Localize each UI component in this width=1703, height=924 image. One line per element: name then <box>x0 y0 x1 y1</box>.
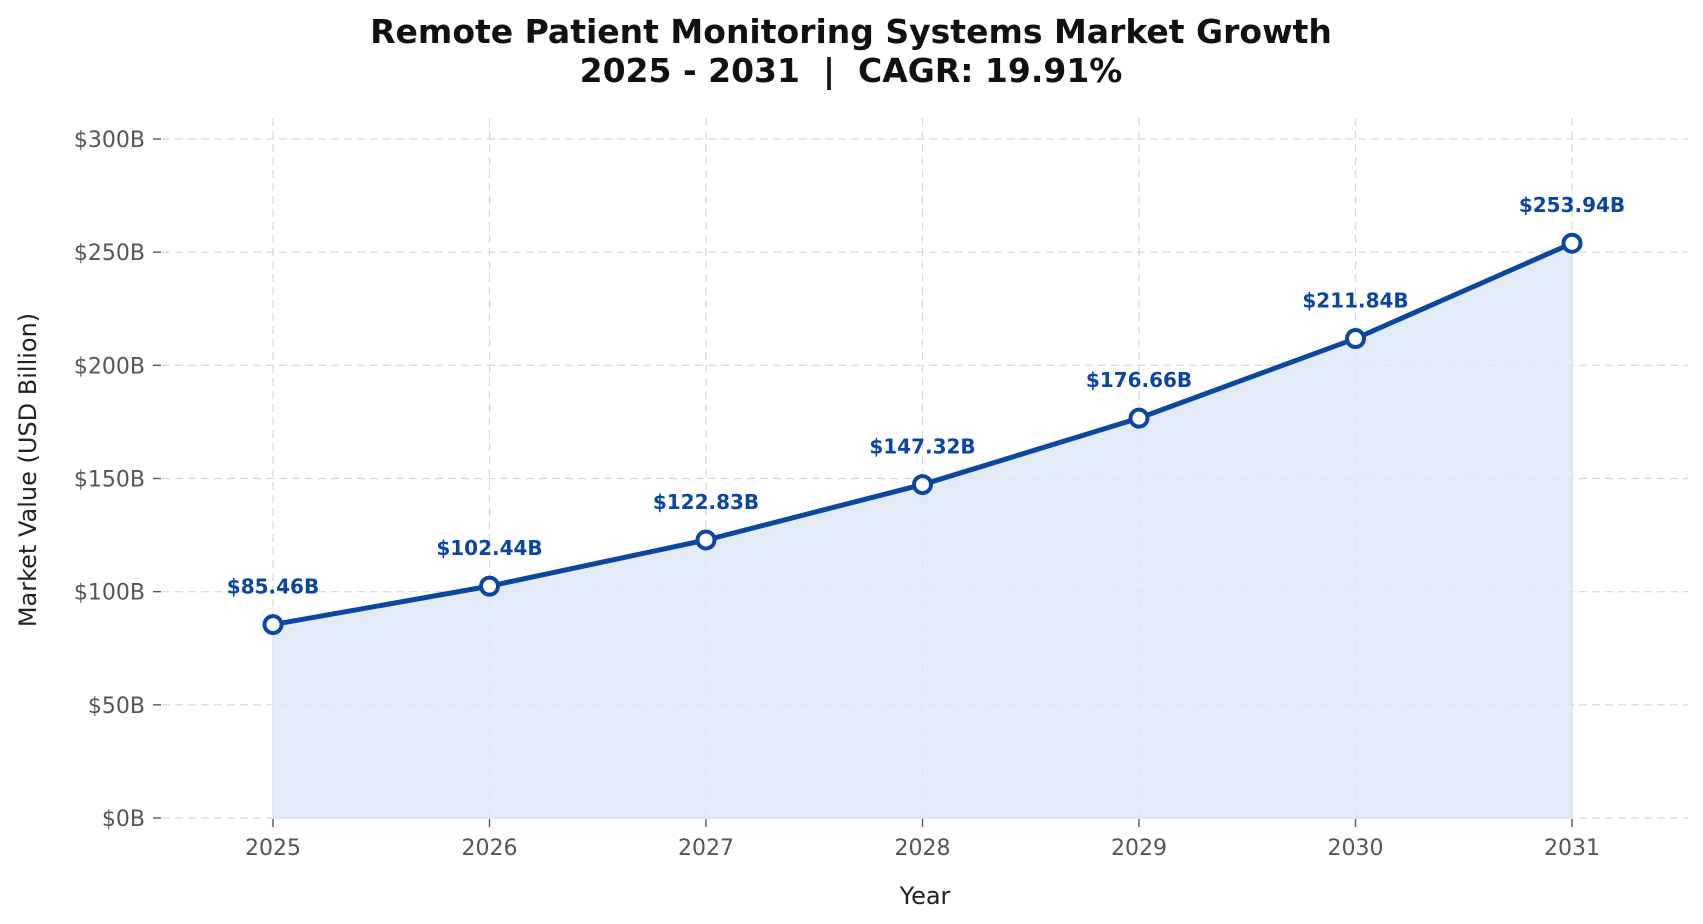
x-tick-label: 2028 <box>895 836 951 861</box>
data-label: $122.83B <box>653 490 759 514</box>
data-label: $211.84B <box>1302 289 1408 313</box>
data-point <box>1561 232 1583 254</box>
x-tick-label: 2025 <box>245 836 301 861</box>
data-point <box>912 474 933 496</box>
x-tick-label: 2029 <box>1111 836 1167 861</box>
y-tick-label: $200B <box>74 354 145 379</box>
data-points <box>262 232 1583 636</box>
y-tick-label: $0B <box>102 807 145 832</box>
x-axis: 2025 2026 2027 2028 2029 2030 2031 <box>245 819 1600 861</box>
chart-title: Remote Patient Monitoring Systems Market… <box>370 12 1332 51</box>
y-axis-label: Market Value (USD Billion) <box>14 313 42 627</box>
y-tick-label: $100B <box>74 581 145 606</box>
data-point <box>262 614 284 636</box>
x-tick-label: 2026 <box>462 836 518 861</box>
data-label: $85.46B <box>227 575 319 599</box>
chart-subtitle: 2025 - 2031 | CAGR: 19.91% <box>580 51 1123 90</box>
y-axis: $0B $50B $100B $150B $200B $250B $300B <box>74 128 161 832</box>
x-tick-label: 2031 <box>1544 836 1600 861</box>
data-label: $176.66B <box>1086 368 1192 392</box>
y-tick-label: $150B <box>74 468 145 493</box>
data-point <box>695 529 717 551</box>
y-tick-label: $250B <box>74 241 145 266</box>
x-tick-label: 2027 <box>678 836 734 861</box>
data-point <box>1128 407 1150 429</box>
data-label: $253.94B <box>1519 193 1625 217</box>
y-tick-label: $300B <box>74 128 145 153</box>
data-point <box>479 575 500 597</box>
data-label: $147.32B <box>869 435 975 459</box>
y-tick-label: $50B <box>88 694 145 719</box>
data-point <box>1345 328 1366 350</box>
data-labels: $85.46B $102.44B $122.83B $147.32B $176.66B $… <box>227 193 1625 598</box>
x-tick-label: 2030 <box>1328 836 1384 861</box>
data-label: $102.44B <box>436 536 542 560</box>
x-axis-label: Year <box>899 882 951 910</box>
